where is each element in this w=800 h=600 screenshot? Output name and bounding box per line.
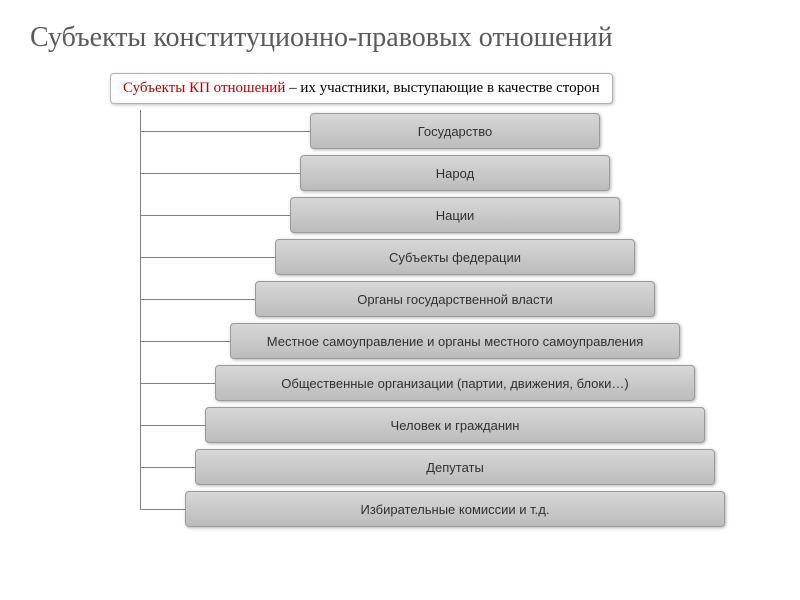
item-box: Государство (310, 113, 600, 149)
connector-line (140, 383, 215, 384)
item-box: Органы государственной власти (255, 281, 655, 317)
tree-body: Государство Народ Нации Субъекты федерации О… (110, 110, 770, 530)
connector-line (140, 341, 230, 342)
tree-row: Депутаты (110, 446, 770, 488)
hierarchy-diagram: Субъекты КП отношений – их участники, вы… (110, 73, 770, 530)
page-title: Субъекты конституционно-правовых отношен… (30, 20, 770, 55)
tree-row: Органы государственной власти (110, 278, 770, 320)
item-box: Общественные организации (партии, движен… (215, 365, 695, 401)
header-highlight: Субъекты КП отношений (123, 80, 285, 96)
connector-line (140, 215, 290, 216)
header-rest: – их участники, выступающие в качестве с… (285, 80, 599, 96)
tree-row: Нации (110, 194, 770, 236)
tree-row: Избирательные комиссии и т.д. (110, 488, 770, 530)
connector-line (140, 467, 195, 468)
tree-row: Субъекты федерации (110, 236, 770, 278)
header-box: Субъекты КП отношений – их участники, вы… (110, 73, 613, 104)
connector-line (140, 425, 205, 426)
connector-line (140, 509, 185, 510)
item-box: Субъекты федерации (275, 239, 635, 275)
connector-line (140, 131, 310, 132)
item-box: Местное самоуправление и органы местного… (230, 323, 680, 359)
item-box: Депутаты (195, 449, 715, 485)
tree-row: Человек и гражданин (110, 404, 770, 446)
connector-line (140, 173, 300, 174)
tree-row: Местное самоуправление и органы местного… (110, 320, 770, 362)
tree-row: Народ (110, 152, 770, 194)
item-box: Народ (300, 155, 610, 191)
item-box: Человек и гражданин (205, 407, 705, 443)
item-box: Избирательные комиссии и т.д. (185, 491, 725, 527)
connector-line (140, 257, 275, 258)
connector-line (140, 299, 255, 300)
tree-row: Государство (110, 110, 770, 152)
tree-row: Общественные организации (партии, движен… (110, 362, 770, 404)
item-box: Нации (290, 197, 620, 233)
